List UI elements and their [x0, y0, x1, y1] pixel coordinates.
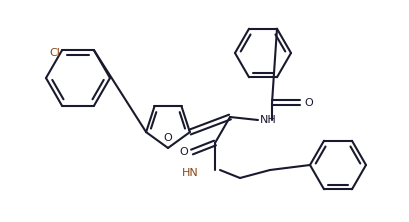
Text: O: O [179, 147, 188, 157]
Text: NH: NH [260, 115, 277, 125]
Text: O: O [304, 98, 313, 108]
Text: HN: HN [182, 168, 199, 178]
Text: O: O [164, 133, 172, 143]
Text: Cl: Cl [49, 48, 60, 58]
